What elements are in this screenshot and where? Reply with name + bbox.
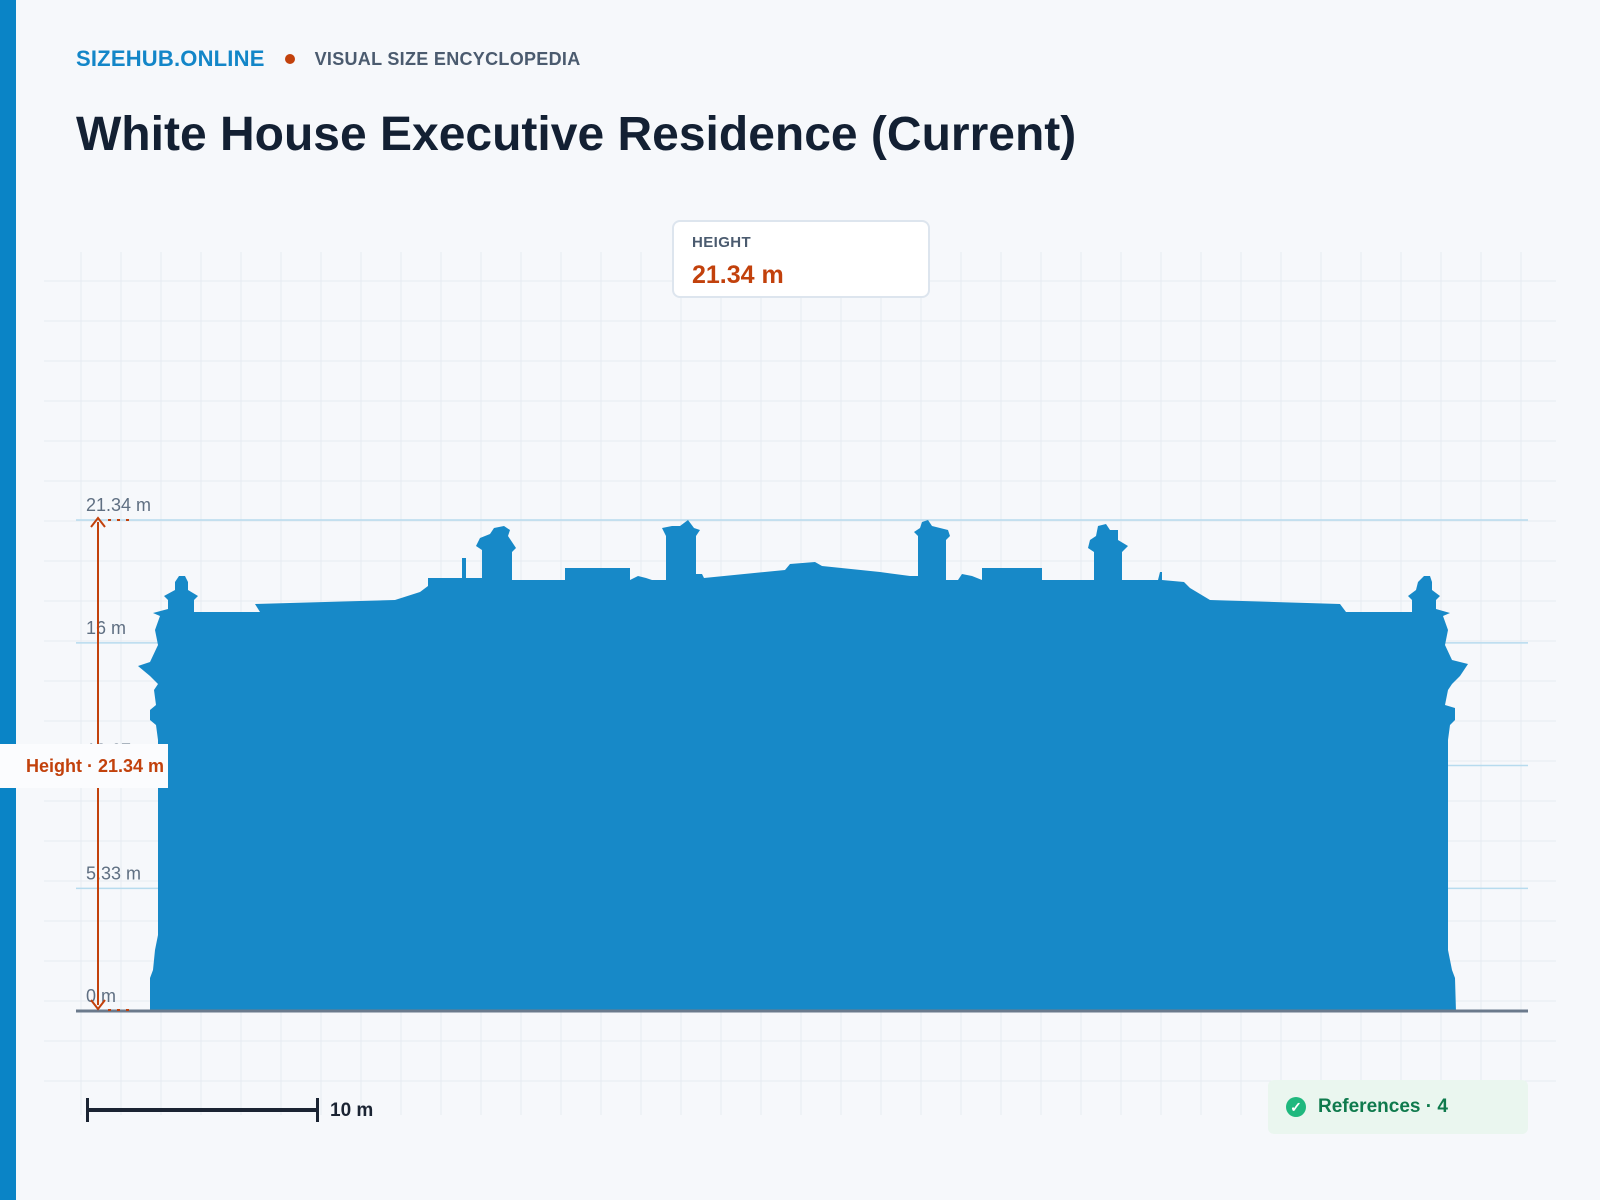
height-level-label: 5.33 m [86,863,141,883]
scale-bar-tick-end [316,1098,319,1122]
scale-bar-tick-start [86,1098,89,1122]
height-level-label: 16 m [86,618,126,638]
references-button[interactable]: ✓ References · 4 [1268,1080,1528,1134]
height-card-label: HEIGHT [692,234,752,251]
accent-bar [0,0,16,1200]
height-dimension-tag: Height · 21.34 m [0,744,168,788]
references-label: References · 4 [1318,1096,1448,1117]
height-summary-card: HEIGHT 21.34 m [672,220,930,298]
building-silhouette [138,520,1468,1012]
brand-link[interactable]: SIZEHUB.ONLINE [76,46,265,71]
site-header: SIZEHUB.ONLINE VISUAL SIZE ENCYCLOPEDIA [76,46,581,72]
page-title: White House Executive Residence (Current… [76,108,1077,161]
scale-bar-label: 10 m [330,1100,374,1121]
height-card-value: 21.34 m [692,261,784,289]
separator-dot [284,54,295,64]
site-tagline: VISUAL SIZE ENCYCLOPEDIA [314,48,581,69]
scale-bar-line [86,1108,319,1112]
scale-bar [86,1098,321,1122]
check-circle-icon: ✓ [1286,1097,1306,1117]
height-level-label: 0 m [86,986,116,1006]
height-level-label: 21.34 m [86,495,151,515]
